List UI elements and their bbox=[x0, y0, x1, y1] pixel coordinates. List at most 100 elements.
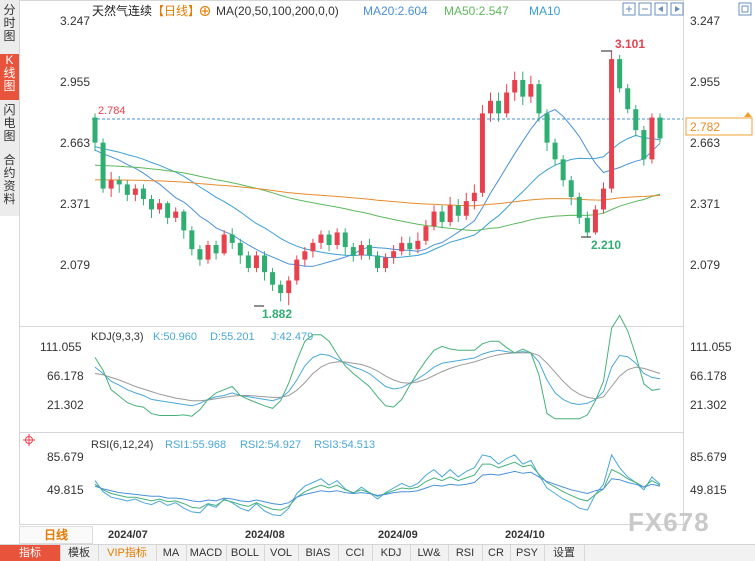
candle bbox=[374, 251, 381, 273]
candle-body bbox=[197, 249, 203, 260]
candle bbox=[148, 194, 155, 218]
candle-body bbox=[520, 79, 526, 97]
ma20-line bbox=[94, 134, 661, 259]
tab-ma[interactable]: MA bbox=[156, 545, 187, 561]
candlesticks bbox=[92, 50, 663, 306]
price-tick-right: 3.247 bbox=[690, 14, 720, 28]
rsi-tick-right: 49.815 bbox=[690, 483, 727, 497]
expand-icon[interactable] bbox=[738, 2, 752, 16]
last-price-value: 2.782 bbox=[690, 120, 720, 134]
candle bbox=[358, 240, 364, 260]
tab-boll[interactable]: BOLL bbox=[226, 545, 265, 561]
candle bbox=[245, 251, 251, 273]
candle-body bbox=[245, 255, 251, 268]
kdj-tick-right: 21.302 bbox=[690, 398, 727, 412]
candle bbox=[552, 138, 558, 166]
tab-psy[interactable]: PSY bbox=[510, 545, 545, 561]
crosshair-icon[interactable] bbox=[23, 434, 35, 446]
tab-vip-indicators[interactable]: VIP指标 bbox=[98, 545, 157, 561]
candle bbox=[221, 230, 227, 256]
candle bbox=[116, 176, 122, 193]
candle bbox=[334, 228, 340, 250]
right-arrow-icon[interactable] bbox=[670, 2, 684, 16]
candle-body bbox=[496, 100, 502, 114]
candle bbox=[92, 113, 98, 151]
candle-body bbox=[213, 244, 219, 254]
candle bbox=[584, 211, 590, 237]
tab-lightning[interactable]: 闪 电 图 bbox=[3, 103, 16, 143]
tab-timeshare[interactable]: 分 时 图 bbox=[3, 3, 16, 43]
candle bbox=[657, 113, 663, 143]
candle-body bbox=[229, 234, 235, 243]
candle bbox=[536, 79, 542, 122]
candle-body bbox=[358, 244, 364, 256]
candle-body bbox=[536, 84, 542, 114]
candle bbox=[471, 184, 477, 210]
candle-body bbox=[286, 280, 292, 294]
candle bbox=[512, 71, 518, 101]
tab-lw[interactable]: LW& bbox=[410, 545, 449, 561]
watermark-logo: FX678 bbox=[628, 507, 710, 537]
candle bbox=[528, 75, 534, 103]
candle-body bbox=[479, 113, 485, 193]
indicator-tab-bar: 指标 模板 VIP指标 MA MACD BOLL VOL BIAS CCI KD… bbox=[0, 544, 755, 561]
candle-body bbox=[568, 180, 574, 197]
candle bbox=[189, 226, 195, 256]
candle-body bbox=[374, 255, 381, 268]
candle-body bbox=[649, 117, 655, 160]
candle bbox=[342, 228, 348, 256]
candle bbox=[633, 105, 639, 137]
zoom-in-icon[interactable] bbox=[622, 2, 636, 16]
candle-body bbox=[609, 59, 615, 189]
low-label: 1.882 bbox=[262, 307, 292, 321]
candle-body bbox=[132, 188, 138, 195]
candle bbox=[560, 155, 566, 187]
settings-icon[interactable] bbox=[199, 5, 211, 17]
period-label: 【日线】 bbox=[152, 4, 200, 18]
price-tick-left: 2.663 bbox=[60, 136, 90, 150]
candle bbox=[568, 176, 574, 206]
kdj-title: KDJ(9,3,3) bbox=[91, 331, 144, 343]
candle-body bbox=[366, 244, 372, 256]
kdj-tick-left: 21.302 bbox=[47, 398, 84, 412]
tab-rsi[interactable]: RSI bbox=[448, 545, 483, 561]
ma50-line bbox=[94, 164, 661, 232]
rsi3-value: RSI3:54.513 bbox=[314, 439, 375, 451]
chart-canvas[interactable]: 天然气连续 【日线】 MA(20,50,100,200,0,0) MA20:2.… bbox=[0, 0, 755, 545]
tab-vol[interactable]: VOL bbox=[264, 545, 299, 561]
rsi-title: RSI(6,12,24) bbox=[91, 439, 153, 451]
tab-macd[interactable]: MACD bbox=[186, 545, 227, 561]
tab-cci[interactable]: CCI bbox=[338, 545, 373, 561]
period-selector[interactable]: 日线 bbox=[19, 526, 93, 544]
rsi-tick-left: 85.679 bbox=[47, 450, 84, 464]
ma-params: MA(20,50,100,200,0,0) bbox=[216, 4, 339, 18]
candle-body bbox=[447, 205, 453, 223]
tab-indicators[interactable]: 指标 bbox=[0, 545, 61, 561]
date-label: 2024/07 bbox=[108, 529, 148, 541]
ma100-line bbox=[95, 179, 661, 207]
candle-body bbox=[439, 211, 445, 223]
tab-bias[interactable]: BIAS bbox=[298, 545, 339, 561]
candle bbox=[592, 205, 598, 235]
zoom-out-icon[interactable] bbox=[638, 2, 652, 16]
candle bbox=[625, 84, 631, 114]
candle-body bbox=[463, 201, 469, 216]
candle bbox=[504, 84, 510, 118]
candle bbox=[399, 236, 405, 256]
ref-price-label: 2.784 bbox=[98, 105, 126, 117]
candle-body bbox=[544, 113, 550, 143]
rsi2-value: RSI2:54.927 bbox=[240, 439, 301, 451]
tab-settings[interactable]: 设置 bbox=[544, 545, 585, 561]
kdj-tick-left: 111.055 bbox=[40, 340, 82, 354]
tab-contract-info[interactable]: 合 约 资 料 bbox=[3, 153, 16, 206]
candle-body bbox=[221, 234, 227, 254]
tab-templates[interactable]: 模板 bbox=[60, 545, 99, 561]
left-arrow-icon[interactable] bbox=[654, 2, 668, 16]
rsi3-line bbox=[94, 470, 661, 506]
tab-kline[interactable]: K 线 图 bbox=[0, 54, 19, 100]
tab-cr[interactable]: CR bbox=[482, 545, 511, 561]
tab-kdj[interactable]: KDJ bbox=[372, 545, 411, 561]
candle-body bbox=[181, 211, 187, 231]
price-axis: 3.247 3.247 2.955 2.955 2.663 2.663 2.37… bbox=[60, 14, 720, 272]
candle bbox=[165, 201, 171, 225]
